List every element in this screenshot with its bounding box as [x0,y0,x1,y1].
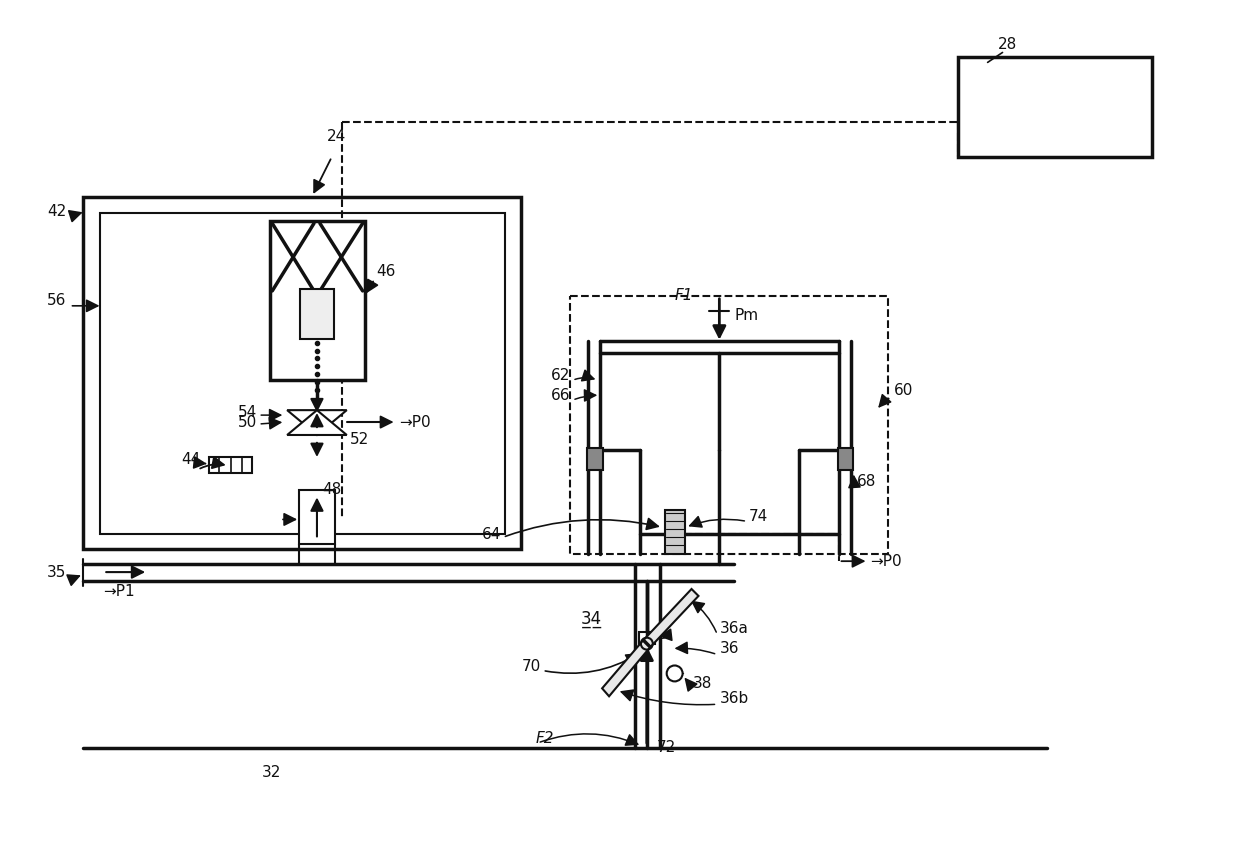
Text: 56: 56 [47,293,67,308]
Text: →P0: →P0 [870,554,901,568]
Bar [588,448,603,470]
Bar [208,457,253,473]
Bar [100,214,505,535]
Circle shape [667,665,682,682]
Text: 52: 52 [350,432,370,447]
Text: 3̲4̲: 3̲4̲ [580,610,601,628]
Polygon shape [288,410,347,435]
Text: 38: 38 [692,676,712,691]
Text: 24: 24 [327,130,346,144]
Bar [300,289,334,338]
Text: →P1: →P1 [103,585,135,599]
Text: 28: 28 [997,37,1017,52]
Text: 72: 72 [657,740,676,755]
Text: →P0: →P0 [399,414,432,430]
Polygon shape [644,589,698,647]
Polygon shape [288,410,347,435]
Text: 62: 62 [551,368,570,383]
Bar [270,221,365,381]
Text: 64: 64 [481,527,501,541]
Bar [639,631,655,644]
Text: 54: 54 [238,405,258,420]
Text: F2: F2 [536,731,554,746]
Text: 46: 46 [377,264,396,279]
Text: 60: 60 [894,383,914,398]
Text: 70: 70 [521,659,541,674]
Bar [299,490,335,544]
Text: 42: 42 [47,204,67,219]
Bar [83,196,521,549]
Bar [570,296,888,554]
Bar [665,509,684,554]
Text: 66: 66 [551,388,570,403]
Text: 68: 68 [857,474,875,490]
Text: 36a: 36a [719,621,748,637]
Text: C: C [657,627,667,642]
Text: 36b: 36b [719,691,749,706]
Text: Pm: Pm [734,308,759,324]
Bar [837,448,853,470]
Polygon shape [603,641,650,696]
Text: 35: 35 [47,565,67,580]
Text: 32: 32 [263,766,281,780]
Text: 74: 74 [749,509,769,524]
Text: F1: F1 [675,288,693,304]
Bar [957,57,1152,157]
Text: 50: 50 [238,414,258,430]
Text: 36: 36 [719,641,739,657]
Text: 44: 44 [181,452,201,467]
Text: 48: 48 [322,482,341,497]
